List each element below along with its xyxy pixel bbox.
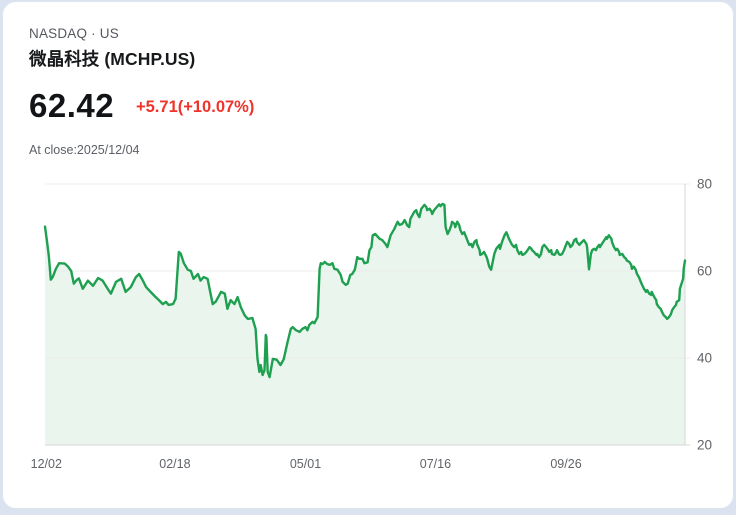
price-chart[interactable]: 80 60 40 20 12/02 02/18 05/01 07/16 09/26 (3, 2, 733, 508)
x-axis-tick-label: 07/16 (420, 457, 451, 471)
price-chart-svg: 80 60 40 20 12/02 02/18 05/01 07/16 09/26 (31, 177, 712, 472)
x-axis-tick-label: 02/18 (159, 457, 190, 471)
price-area-fill (45, 204, 685, 445)
price-change: +5.71(+10.07%) (136, 98, 255, 116)
stock-name-title: 微晶科技 (MCHP.US) (29, 49, 196, 69)
as-of-timestamp: At close:2025/12/04 (29, 143, 140, 157)
x-axis-tick-label: 12/02 (31, 457, 62, 471)
y-axis-tick-label: 80 (697, 177, 712, 192)
y-axis-tick-label: 20 (697, 438, 712, 453)
last-price: 62.42 (29, 87, 115, 124)
price-line (43, 202, 687, 379)
exchange-region-label: NASDAQ · US (29, 26, 119, 41)
x-axis-tick-label: 09/26 (550, 457, 581, 471)
x-axis-tick-label: 05/01 (290, 457, 321, 471)
y-axis-tick-label: 40 (697, 351, 712, 366)
y-axis-tick-label: 60 (697, 264, 712, 279)
